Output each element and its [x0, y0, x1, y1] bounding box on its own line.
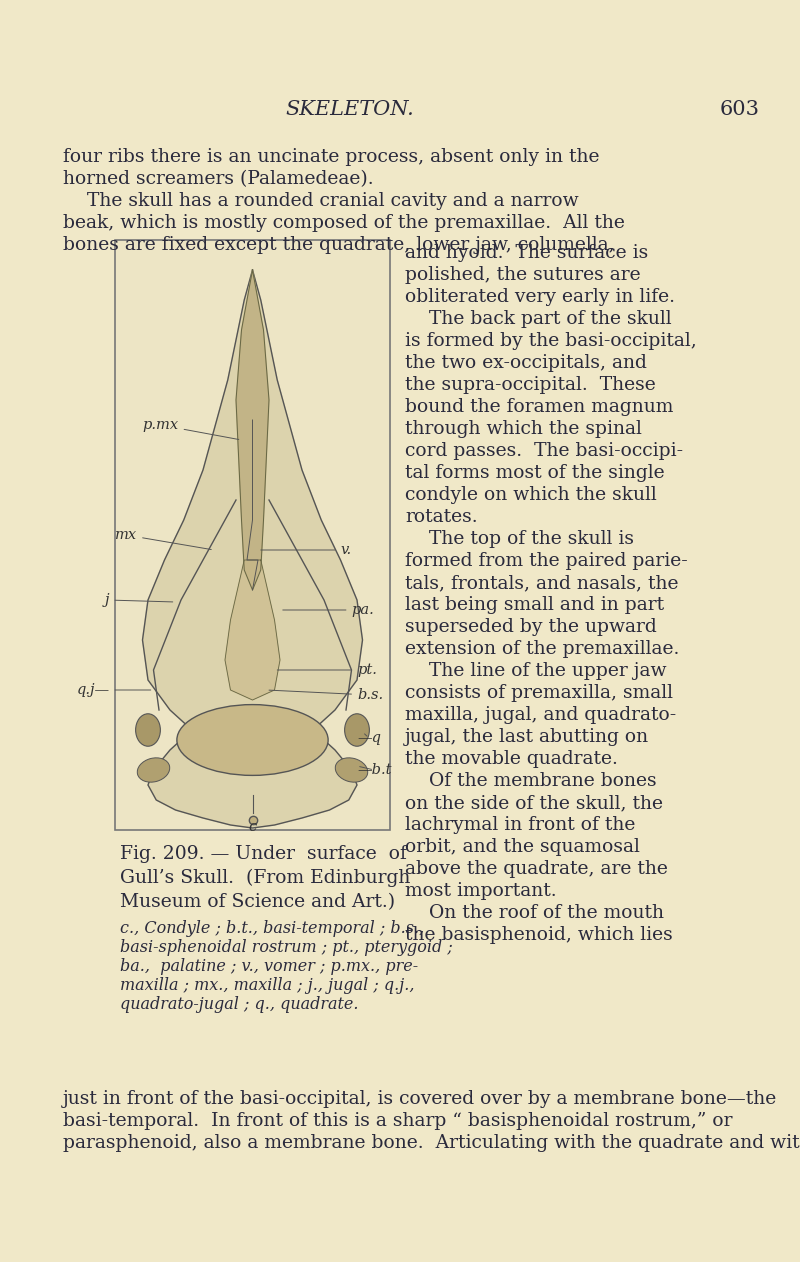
Text: obliterated very early in life.: obliterated very early in life. — [405, 288, 675, 305]
Text: c: c — [248, 820, 257, 834]
Text: polished, the sutures are: polished, the sutures are — [405, 266, 641, 284]
Text: lachrymal in front of the: lachrymal in front of the — [405, 817, 635, 834]
Text: just in front of the basi-occipital, is covered over by a membrane bone—the: just in front of the basi-occipital, is … — [63, 1090, 778, 1108]
Text: and hyoid.  The surface is: and hyoid. The surface is — [405, 244, 648, 262]
Text: parasphenoid, also a membrane bone.  Articulating with the quadrate and with: parasphenoid, also a membrane bone. Arti… — [63, 1135, 800, 1152]
Text: —b.t: —b.t — [357, 764, 391, 777]
Text: mx: mx — [115, 528, 211, 549]
Text: superseded by the upward: superseded by the upward — [405, 618, 657, 636]
Text: tals, frontals, and nasals, the: tals, frontals, and nasals, the — [405, 574, 678, 592]
Text: Museum of Science and Art.): Museum of Science and Art.) — [120, 893, 395, 911]
Text: pa.: pa. — [282, 603, 374, 617]
Text: extension of the premaxillae.: extension of the premaxillae. — [405, 640, 679, 658]
Text: maxilla ; mx., maxilla ; j., jugal ; q.j.,: maxilla ; mx., maxilla ; j., jugal ; q.j… — [120, 977, 414, 994]
Text: The top of the skull is: The top of the skull is — [405, 530, 634, 548]
Text: the basisphenoid, which lies: the basisphenoid, which lies — [405, 926, 673, 944]
Text: b.s.: b.s. — [269, 688, 383, 702]
Text: on the side of the skull, the: on the side of the skull, the — [405, 794, 663, 811]
Text: cord passes.  The basi-occipi-: cord passes. The basi-occipi- — [405, 442, 683, 461]
Text: q.j—: q.j— — [76, 683, 150, 697]
Text: jugal, the last abutting on: jugal, the last abutting on — [405, 728, 649, 746]
Text: the two ex-occipitals, and: the two ex-occipitals, and — [405, 355, 647, 372]
Polygon shape — [142, 270, 362, 828]
Text: —q: —q — [357, 731, 381, 745]
Text: maxilla, jugal, and quadrato-: maxilla, jugal, and quadrato- — [405, 705, 676, 724]
Text: horned screamers (Palamedeae).: horned screamers (Palamedeae). — [63, 170, 374, 188]
Text: most important.: most important. — [405, 882, 557, 900]
Text: v.: v. — [261, 543, 352, 557]
Text: bound the foramen magnum: bound the foramen magnum — [405, 398, 674, 416]
Text: last being small and in part: last being small and in part — [405, 596, 664, 615]
Text: 603: 603 — [720, 100, 760, 119]
Ellipse shape — [345, 714, 370, 746]
Text: basi-temporal.  In front of this is a sharp “ basisphenoidal rostrum,” or: basi-temporal. In front of this is a sha… — [63, 1112, 733, 1129]
Text: On the roof of the mouth: On the roof of the mouth — [405, 904, 664, 923]
Text: condyle on which the skull: condyle on which the skull — [405, 486, 657, 504]
Text: bones are fixed except the quadrate, lower jaw, columella,: bones are fixed except the quadrate, low… — [63, 236, 614, 254]
Text: The back part of the skull: The back part of the skull — [405, 310, 672, 328]
Text: the movable quadrate.: the movable quadrate. — [405, 750, 618, 769]
Text: beak, which is mostly composed of the premaxillae.  All the: beak, which is mostly composed of the pr… — [63, 215, 625, 232]
Text: pt.: pt. — [278, 663, 377, 676]
Polygon shape — [225, 560, 280, 700]
Text: p.mx: p.mx — [142, 418, 238, 439]
Text: SKELETON.: SKELETON. — [286, 100, 414, 119]
Text: ba.,  palatine ; v., vomer ; p.mx., pre-: ba., palatine ; v., vomer ; p.mx., pre- — [120, 958, 418, 976]
Text: rotates.: rotates. — [405, 509, 478, 526]
Text: quadrato-jugal ; q., quadrate.: quadrato-jugal ; q., quadrate. — [120, 996, 358, 1013]
Text: four ribs there is an uncinate process, absent only in the: four ribs there is an uncinate process, … — [63, 148, 599, 167]
Text: The skull has a rounded cranial cavity and a narrow: The skull has a rounded cranial cavity a… — [63, 192, 578, 209]
Text: j: j — [105, 593, 173, 607]
Text: consists of premaxilla, small: consists of premaxilla, small — [405, 684, 673, 702]
Text: c., Condyle ; b.t., basi-temporal ; b.s.,: c., Condyle ; b.t., basi-temporal ; b.s.… — [120, 920, 424, 936]
Text: above the quadrate, are the: above the quadrate, are the — [405, 859, 668, 878]
Polygon shape — [236, 270, 269, 591]
Ellipse shape — [335, 757, 368, 782]
Ellipse shape — [138, 757, 170, 782]
Text: is formed by the basi-occipital,: is formed by the basi-occipital, — [405, 332, 697, 350]
Text: through which the spinal: through which the spinal — [405, 420, 642, 438]
Ellipse shape — [136, 714, 160, 746]
Text: Of the membrane bones: Of the membrane bones — [405, 772, 657, 790]
Bar — [115, 240, 390, 830]
Ellipse shape — [177, 704, 328, 775]
Text: basi-sphenoidal rostrum ; pt., pterygoid ;: basi-sphenoidal rostrum ; pt., pterygoid… — [120, 939, 453, 957]
Text: tal forms most of the single: tal forms most of the single — [405, 464, 665, 482]
Text: The line of the upper jaw: The line of the upper jaw — [405, 663, 666, 680]
Text: Gull’s Skull.  (From Edinburgh: Gull’s Skull. (From Edinburgh — [120, 870, 410, 887]
Text: formed from the paired parie-: formed from the paired parie- — [405, 551, 688, 570]
Text: Fig. 209. — Under  surface  of: Fig. 209. — Under surface of — [120, 846, 407, 863]
Text: the supra-occipital.  These: the supra-occipital. These — [405, 376, 656, 394]
Text: orbit, and the squamosal: orbit, and the squamosal — [405, 838, 640, 856]
